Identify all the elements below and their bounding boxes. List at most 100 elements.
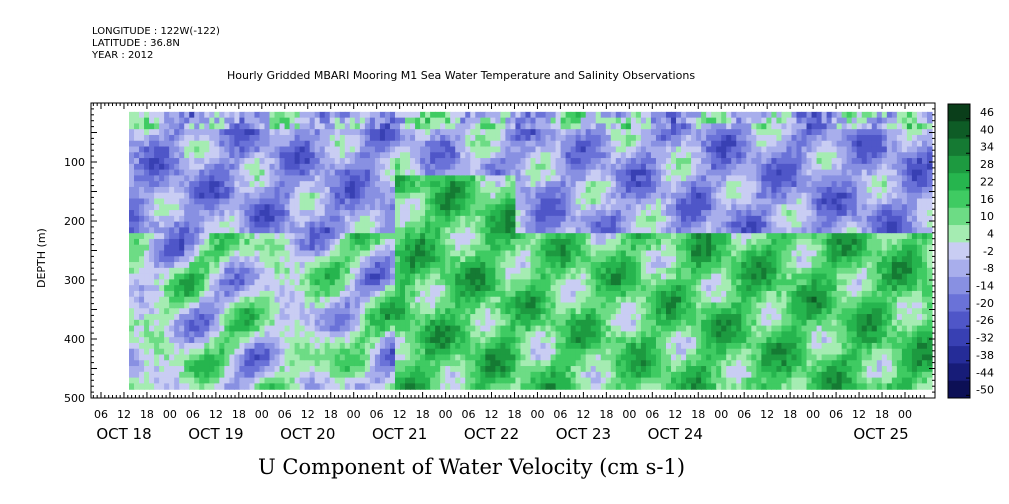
field-cell: [314, 377, 321, 384]
field-cell: [420, 360, 426, 367]
field-cell: [229, 233, 235, 240]
field-cell: [224, 123, 230, 130]
field-cell: [555, 204, 562, 211]
field-cell: [595, 123, 602, 130]
field-cell: [144, 244, 150, 252]
field-cell: [314, 354, 321, 361]
field-cell: [204, 348, 210, 356]
field-cell: [540, 256, 547, 263]
field-cell: [625, 383, 632, 390]
field-cell: [495, 198, 501, 205]
field-cell: [635, 192, 642, 200]
field-cell: [154, 314, 160, 321]
field-cell: [159, 192, 165, 200]
field-cell: [400, 244, 406, 252]
field-cell: [159, 175, 165, 182]
field-cell: [169, 163, 175, 171]
field-cell: [555, 140, 562, 148]
field-cell: [545, 331, 552, 338]
field-cell: [510, 250, 517, 257]
field-cell: [324, 146, 331, 153]
field-cell: [610, 198, 617, 205]
field-cell: [590, 342, 597, 350]
field-cell: [259, 314, 266, 321]
field-cell: [154, 111, 160, 119]
field-cell: [329, 192, 336, 200]
field-cell: [259, 285, 266, 292]
field-cell: [269, 158, 276, 165]
field-cell: [410, 377, 416, 384]
field-cell: [580, 331, 587, 338]
field-cell: [319, 360, 326, 367]
field-cell: [244, 129, 251, 136]
field-cell: [630, 342, 637, 350]
field-cell: [329, 152, 336, 159]
field-cell: [480, 383, 486, 390]
field-cell: [314, 366, 321, 373]
field-cell: [334, 302, 341, 309]
field-cell: [164, 123, 170, 130]
field-cell: [289, 152, 296, 159]
field-cell: [164, 192, 170, 200]
field-cell: [374, 360, 381, 367]
field-cell: [289, 273, 296, 280]
field-cell: [394, 319, 401, 327]
field-cell: [525, 285, 532, 292]
field-cell: [535, 360, 542, 367]
field-cell: [209, 285, 215, 292]
field-cell: [560, 314, 567, 321]
field-cell: [174, 140, 180, 148]
field-cell: [229, 181, 235, 188]
field-cell: [595, 204, 602, 211]
field-cell: [229, 152, 235, 159]
field-cell: [299, 129, 306, 136]
field-cell: [485, 233, 491, 240]
field-cell: [475, 337, 481, 344]
field-cell: [219, 383, 225, 390]
field-cell: [224, 331, 230, 338]
field-cell: [204, 117, 210, 125]
field-cell: [144, 129, 150, 136]
field-cell: [535, 227, 542, 234]
field-cell: [630, 192, 637, 200]
field-cell: [645, 227, 652, 234]
field-cell: [189, 371, 195, 379]
field-cell: [394, 192, 401, 200]
field-cell: [379, 227, 386, 234]
field-cell: [405, 140, 411, 148]
field-cell: [510, 186, 517, 194]
field-cell: [520, 210, 527, 217]
field-cell: [324, 163, 331, 171]
field-cell: [324, 233, 331, 240]
field-cell: [505, 267, 512, 275]
field-cell: [219, 267, 225, 275]
field-cell: [329, 129, 336, 136]
field-cell: [354, 146, 361, 153]
field-cell: [264, 215, 271, 223]
field-cell: [635, 314, 642, 321]
field-cell: [224, 296, 230, 304]
field-cell: [400, 302, 406, 309]
field-cell: [334, 342, 341, 350]
field-cell: [154, 348, 160, 356]
field-cell: [425, 186, 431, 194]
field-cell: [550, 331, 557, 338]
field-cell: [184, 279, 190, 286]
field-cell: [480, 215, 486, 223]
field-cell: [339, 285, 346, 292]
field-cell: [405, 348, 411, 356]
field-cell: [405, 181, 411, 188]
field-cell: [450, 158, 456, 165]
field-cell: [475, 233, 481, 240]
field-cell: [440, 146, 446, 153]
field-cell: [169, 158, 175, 165]
field-cell: [299, 198, 306, 205]
field-cell: [450, 244, 456, 252]
field-cell: [339, 319, 346, 327]
field-cell: [259, 175, 266, 182]
field-cell: [214, 146, 220, 153]
field-cell: [510, 331, 517, 338]
field-cell: [645, 377, 652, 384]
field-cell: [234, 377, 241, 384]
field-cell: [294, 158, 301, 165]
